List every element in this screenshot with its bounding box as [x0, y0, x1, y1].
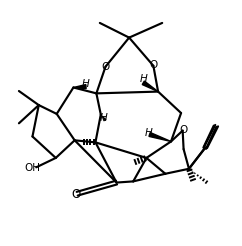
Text: H: H: [100, 113, 108, 123]
Text: H: H: [139, 74, 147, 84]
Polygon shape: [142, 81, 158, 92]
Text: O: O: [149, 60, 158, 70]
Polygon shape: [73, 85, 86, 89]
Text: H: H: [82, 79, 90, 89]
Text: H: H: [145, 128, 153, 138]
Text: O: O: [71, 188, 80, 201]
Text: OH: OH: [24, 163, 40, 173]
Text: O: O: [180, 125, 188, 135]
Polygon shape: [149, 133, 171, 141]
Text: O: O: [101, 62, 110, 72]
